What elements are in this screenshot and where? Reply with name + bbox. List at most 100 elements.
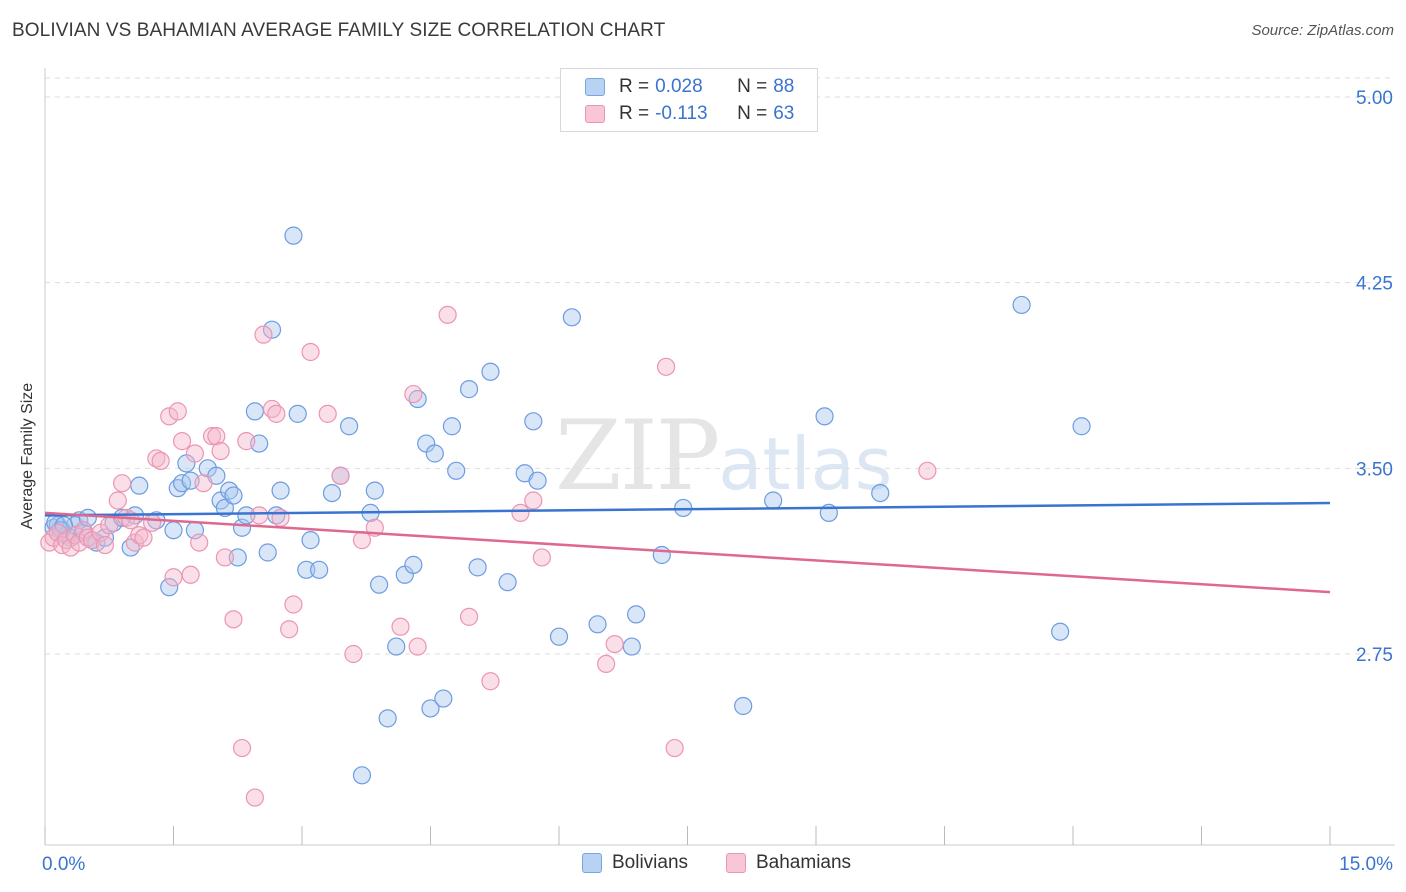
point-bolivians — [1012, 295, 1031, 315]
point-bolivians — [245, 402, 264, 421]
point-bahamians — [151, 451, 170, 471]
point-bolivians — [215, 498, 234, 518]
point-bolivians — [160, 578, 179, 597]
legend-n-value: 63 — [773, 103, 795, 124]
point-bahamians — [207, 427, 226, 446]
point-bolivians — [387, 637, 406, 656]
point-bahamians — [344, 644, 363, 664]
bottom-legend-label-bahamians: Bahamians — [756, 852, 852, 873]
point-bolivians — [588, 615, 607, 634]
point-bahamians — [459, 607, 479, 626]
point-bolivians — [764, 491, 783, 510]
point-bahamians — [134, 528, 153, 547]
point-bolivians — [258, 543, 277, 562]
point-bahamians — [185, 444, 205, 463]
legend-n-label: N = — [737, 76, 768, 97]
watermark-zip: ZIP — [555, 400, 720, 512]
watermark: ZIPatlas — [555, 400, 892, 512]
point-bahamians — [190, 533, 209, 552]
x-tick-label: 0.0% — [42, 854, 85, 875]
legend-r-value: -0.113 — [655, 103, 708, 124]
point-bolivians — [262, 320, 282, 339]
watermark-atlas: atlas — [718, 422, 893, 506]
point-bolivians — [228, 548, 247, 567]
point-bolivians — [562, 308, 581, 327]
point-bolivians — [224, 486, 243, 505]
point-bolivians — [51, 521, 70, 540]
point-bolivians — [871, 483, 890, 503]
point-bolivians — [524, 412, 543, 431]
legend-row-bolivians: R = 0.028 N = 88 — [585, 75, 794, 99]
point-bahamians — [597, 654, 616, 674]
bottom-legend-label-bolivians: Bolivians — [612, 852, 689, 873]
point-bahamians — [404, 384, 423, 404]
legend: R = 0.028 N = 88 R = -0.113 N = 63 — [560, 68, 818, 132]
point-bahamians — [918, 461, 937, 480]
point-bahamians — [331, 466, 350, 485]
point-bolivians — [288, 404, 307, 423]
legend-r-label: R = — [619, 103, 650, 124]
point-bolivians — [404, 555, 423, 574]
point-bolivians — [310, 560, 329, 579]
point-bahamians — [511, 503, 530, 522]
point-bolivians — [352, 766, 372, 785]
point-bahamians — [172, 432, 192, 451]
y-tick-label: 2.75 — [1356, 645, 1393, 666]
point-bolivians — [528, 471, 547, 490]
bottom-legend-swatch-bahamians — [726, 853, 746, 873]
point-bolivians — [237, 506, 256, 525]
point-bahamians — [481, 672, 500, 691]
bottom-legend-swatch-bolivians — [582, 853, 602, 873]
point-bahamians — [142, 513, 162, 532]
point-bolivians — [815, 407, 834, 426]
point-bahamians — [160, 407, 179, 426]
point-bolivians — [370, 575, 389, 594]
point-bahamians — [224, 610, 243, 629]
y-tick-label: 3.50 — [1356, 459, 1393, 480]
point-bahamians — [605, 634, 624, 654]
x-tick-label: 15.0% — [1339, 854, 1393, 875]
point-bolivians — [434, 689, 453, 708]
point-bolivians — [421, 699, 440, 718]
point-bahamians — [194, 474, 213, 493]
legend-row-bahamians: R = -0.113 N = 63 — [585, 102, 794, 126]
point-bolivians — [365, 481, 384, 500]
point-bahamians — [318, 404, 337, 423]
legend-r-label: R = — [619, 76, 650, 97]
point-bahamians — [532, 548, 551, 567]
point-bolivians — [284, 226, 303, 245]
point-bahamians — [100, 516, 119, 535]
trendline-bahamians — [44, 511, 1331, 594]
point-bolivians — [447, 461, 466, 480]
point-bahamians — [181, 565, 200, 584]
point-bahamians — [391, 617, 410, 636]
point-bahamians — [108, 491, 127, 510]
point-bahamians — [95, 535, 115, 555]
point-bolivians — [297, 560, 316, 579]
y-tick-label: 5.00 — [1356, 88, 1393, 109]
point-bahamians — [168, 402, 187, 421]
y-tick-label: 4.25 — [1356, 274, 1393, 295]
point-bahamians — [232, 738, 252, 758]
legend-swatch-bolivians — [585, 78, 605, 96]
point-bolivians — [652, 545, 671, 565]
point-bahamians — [408, 637, 427, 656]
bottom-legend-bolivians: Bolivians — [582, 852, 688, 874]
point-bolivians — [468, 558, 487, 577]
point-bahamians — [280, 620, 299, 639]
point-bahamians — [237, 432, 256, 451]
source-label: Source: ZipAtlas.com — [1251, 22, 1394, 39]
point-bahamians — [211, 441, 230, 461]
point-bahamians — [112, 474, 132, 493]
point-bolivians — [1051, 622, 1070, 641]
point-bolivians — [549, 627, 569, 646]
bottom-legend-bahamians: Bahamians — [726, 852, 851, 874]
point-bahamians — [352, 531, 372, 550]
trendline-bolivians — [44, 501, 1331, 517]
point-bolivians — [425, 444, 444, 463]
point-bahamians — [215, 548, 234, 567]
legend-n-value: 88 — [773, 76, 795, 97]
chart-title: BOLIVIAN VS BAHAMIAN AVERAGE FAMILY SIZE… — [12, 20, 666, 41]
point-bolivians — [322, 483, 342, 503]
